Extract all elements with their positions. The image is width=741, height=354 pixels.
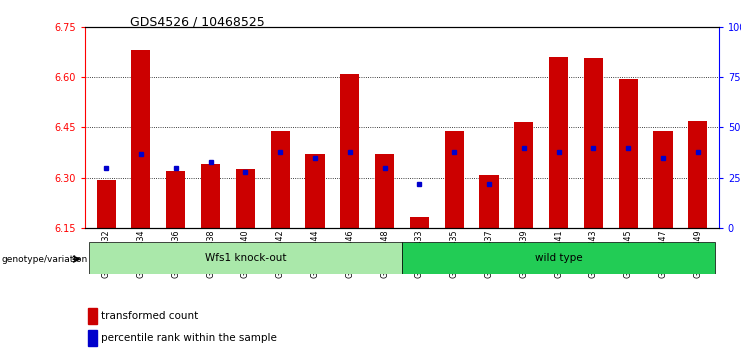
Bar	[549, 57, 568, 228]
Bar	[166, 171, 185, 228]
Bar	[514, 122, 534, 228]
Bar	[270, 131, 290, 228]
Bar	[305, 154, 325, 228]
Text: wild type: wild type	[535, 253, 582, 263]
Bar	[445, 131, 464, 228]
Bar	[201, 165, 220, 228]
Bar	[96, 179, 116, 228]
Bar	[688, 121, 708, 228]
Bar	[88, 330, 96, 346]
Bar	[88, 308, 96, 324]
Bar	[236, 170, 255, 228]
Bar	[479, 175, 499, 228]
Text: genotype/variation: genotype/variation	[1, 255, 87, 264]
Text: transformed count: transformed count	[101, 311, 199, 321]
Text: percentile rank within the sample: percentile rank within the sample	[101, 333, 277, 343]
Bar	[584, 58, 603, 228]
Bar	[619, 79, 638, 228]
Bar	[410, 217, 429, 228]
Bar	[402, 242, 715, 274]
Bar	[89, 242, 402, 274]
Text: Wfs1 knock-out: Wfs1 knock-out	[205, 253, 286, 263]
Bar	[131, 50, 150, 228]
Bar	[375, 154, 394, 228]
Bar	[654, 131, 673, 228]
Text: GDS4526 / 10468525: GDS4526 / 10468525	[130, 16, 265, 29]
Bar	[340, 74, 359, 228]
